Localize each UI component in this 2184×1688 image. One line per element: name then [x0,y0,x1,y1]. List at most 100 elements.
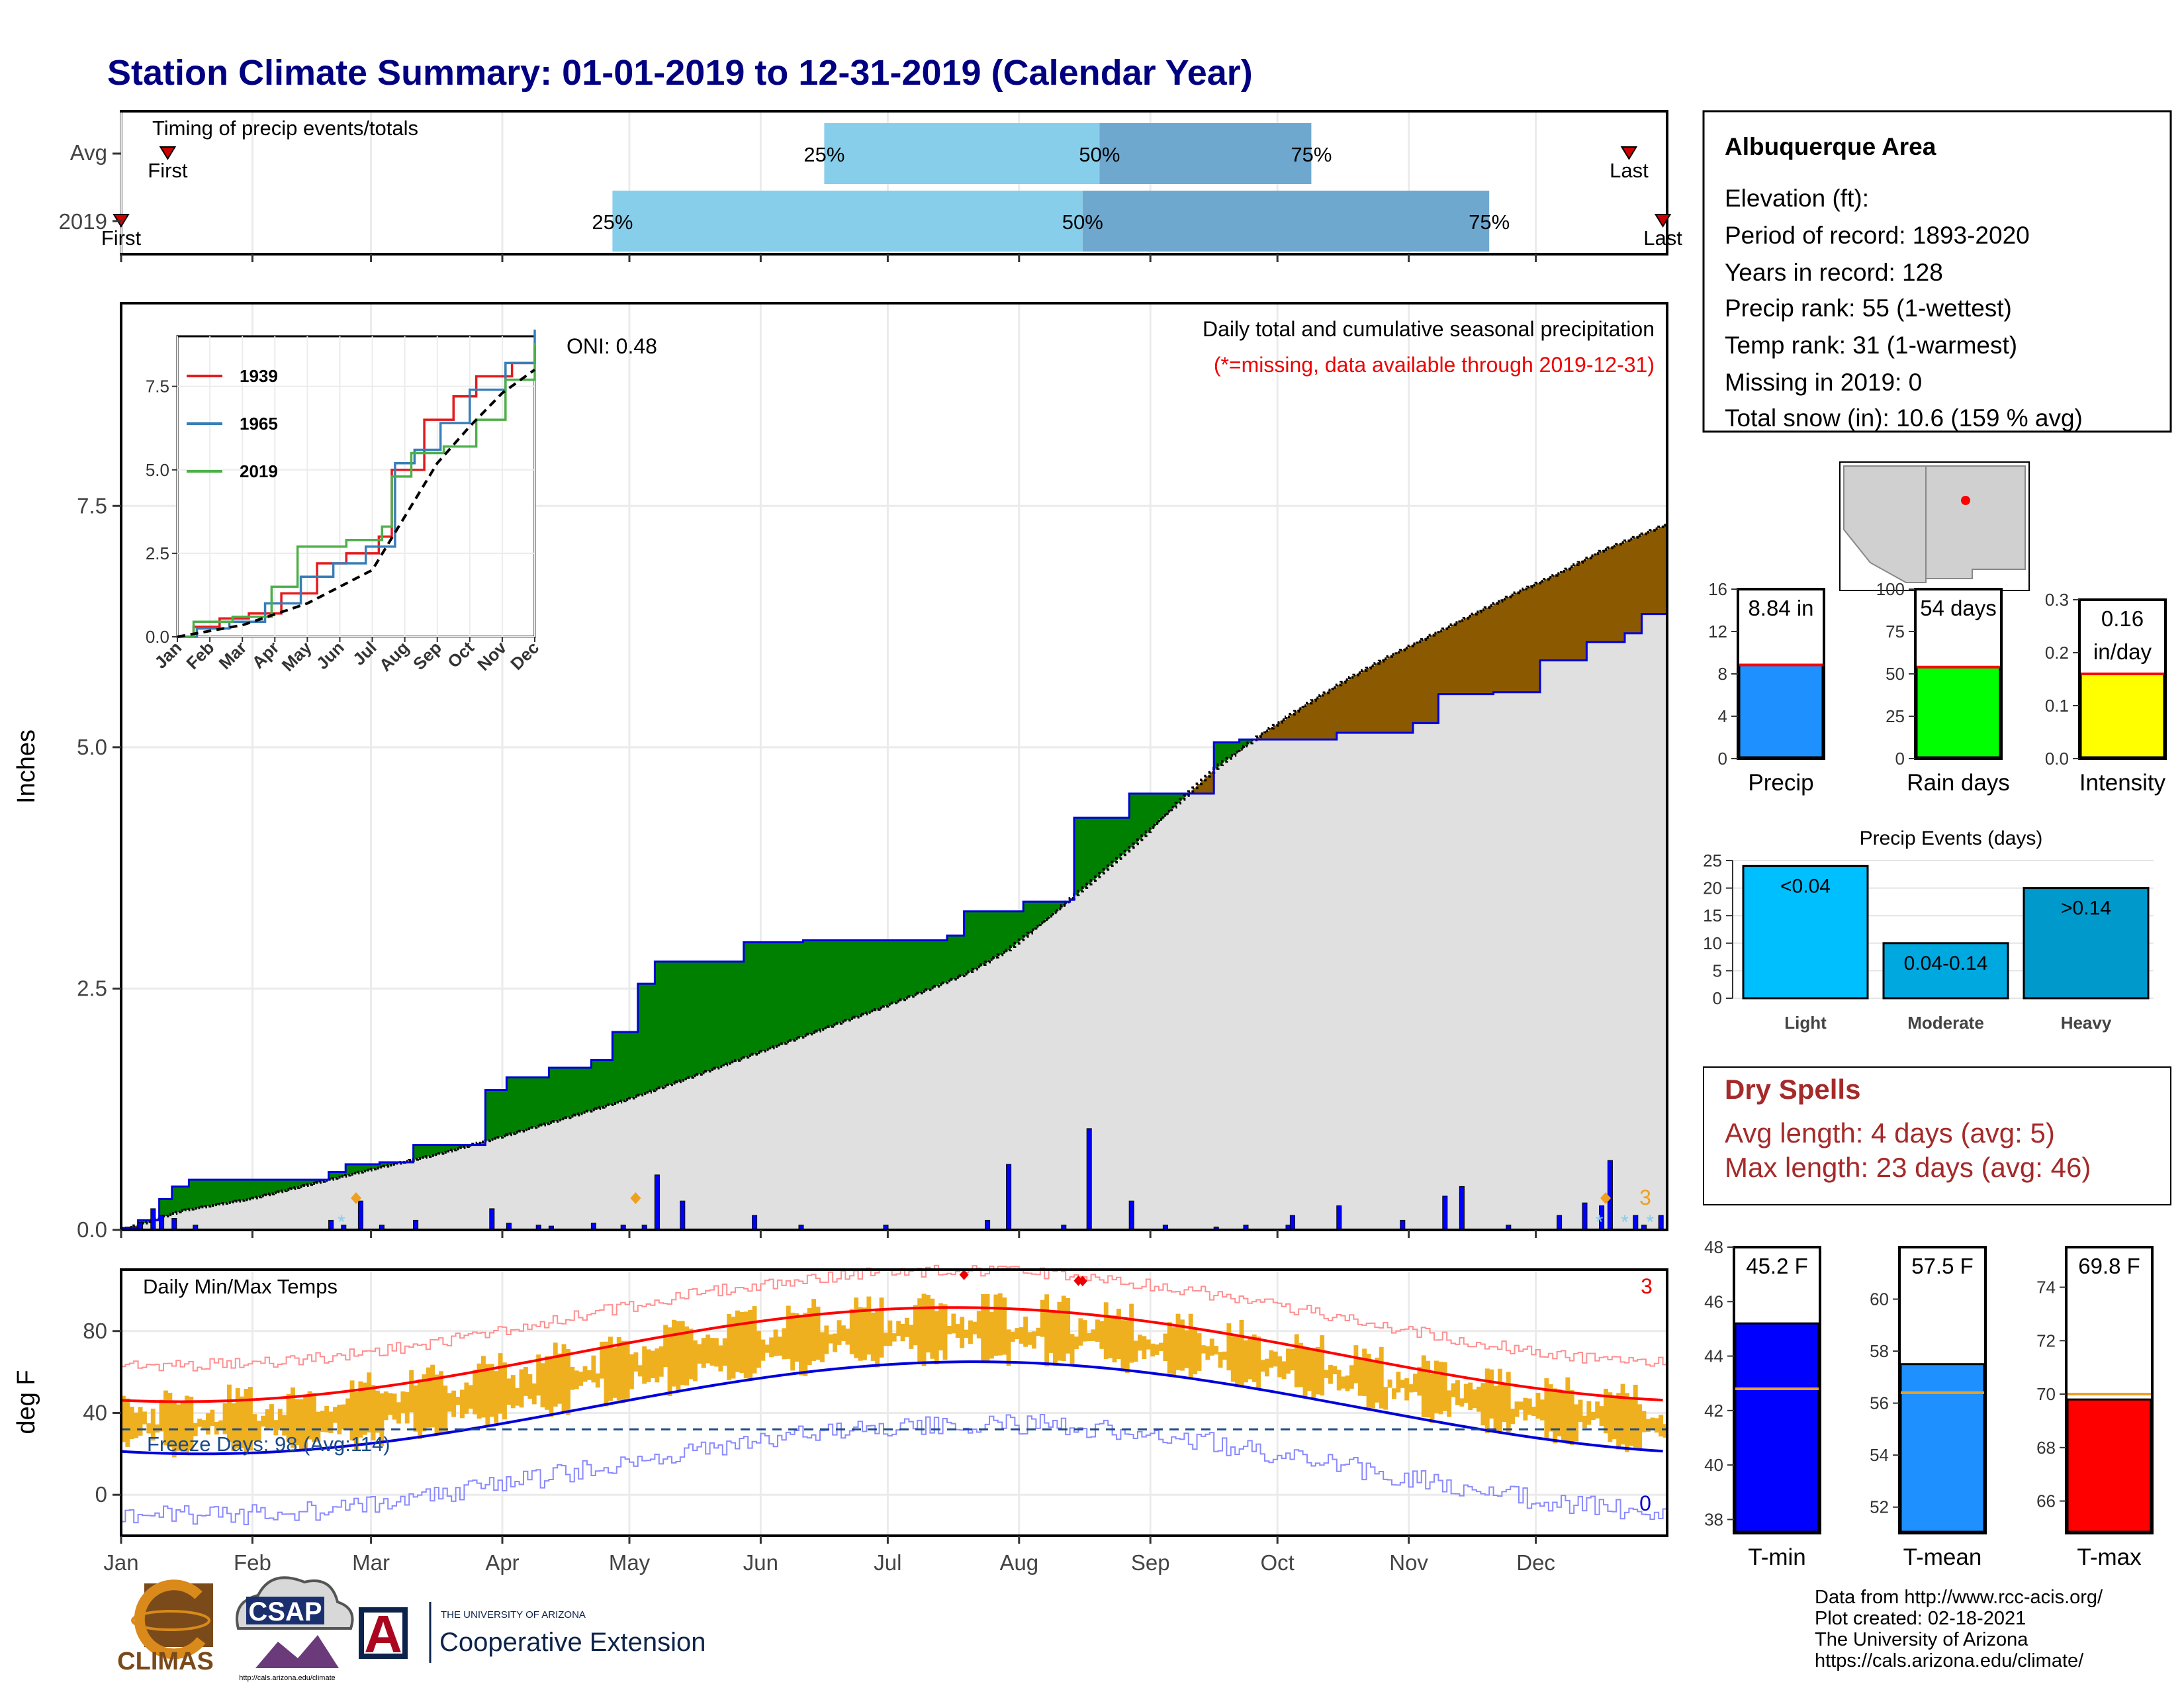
daily-temp-range [1477,1386,1481,1412]
above-average-fill [1019,911,1024,940]
above-average-fill [443,1145,448,1152]
below-average-fill [1396,652,1401,733]
daily-temp-range [659,1346,664,1377]
daily-temp-range [269,1404,274,1428]
daily-temp-range [1336,1370,1342,1391]
daily-temp-range [676,1321,681,1393]
daily-temp-range [1027,1332,1032,1345]
daily-temp-range [693,1340,698,1382]
credit-line: Plot created: 02-18-2021 [1815,1608,2026,1629]
below-average-fill [1269,727,1274,740]
above-average-fill [362,1164,367,1172]
below-average-fill [1548,577,1553,661]
above-average-fill [201,1180,206,1207]
daily-temp-range [790,1312,796,1371]
daily-temp-range [324,1405,330,1432]
daily-temp-range [1120,1320,1126,1372]
below-average-fill [1519,590,1524,692]
above-average-fill [570,1068,575,1117]
daily-temp-range [1180,1319,1185,1371]
panel-y-tick-label: 74 [2036,1278,2056,1297]
daily-precip-bar [159,1215,165,1231]
above-average-fill [799,942,803,1037]
month-label: Oct [1261,1550,1295,1575]
daily-temp-range [1209,1338,1214,1356]
daily-temp-range [1413,1374,1418,1392]
daily-temp-range [235,1388,240,1449]
above-average-fill [794,942,799,1039]
above-average-fill [328,1172,334,1180]
above-average-fill [985,911,990,962]
daily-temp-range [1328,1364,1333,1384]
temperature-average-panels: 38 40 42 44 46 48 45.2 F T-min 52 54 56 58 60 57.5 F T… [1704,1237,2154,1570]
above-average-fill [341,1172,346,1176]
daily-temp-range [1298,1342,1304,1387]
events-y-tick-label: 15 [1703,906,1722,925]
above-average-fill [1057,902,1062,910]
above-average-fill [1061,902,1066,906]
daily-temp-range [587,1370,592,1380]
missing-day-marker: * [1596,1211,1604,1233]
events-category-label: Heavy [2061,1013,2112,1033]
daily-temp-range [515,1387,520,1406]
daily-temp-range [1230,1336,1236,1382]
daily-precip-bar [1658,1215,1664,1231]
daily-temp-range [1362,1348,1367,1396]
station-line: Period of record: 1893-2020 [1725,222,2030,249]
above-average-fill [142,1220,147,1223]
daily-temp-range [261,1415,266,1427]
panel-y-tick-label: 16 [1708,579,1727,599]
daily-temp-range [121,1395,126,1442]
below-average-fill [1290,714,1295,740]
above-average-fill [1163,793,1168,816]
daily-temp-range [815,1306,821,1360]
above-average-fill [519,1077,524,1131]
daily-temp-range [163,1390,168,1446]
above-average-fill [849,940,854,1019]
above-average-fill [515,1077,520,1133]
below-average-fill [1193,788,1198,794]
above-average-fill [1015,911,1020,943]
below-average-fill [1633,537,1638,633]
daily-temp-range [1459,1398,1465,1407]
daily-temp-range [1616,1393,1621,1450]
precip-y-tick-label: 0.0 [77,1217,107,1242]
daily-temp-range [722,1338,727,1366]
temp-y-axis-label: deg F [13,1370,40,1434]
university-of-arizona-logo: A THE UNIVERSITY OF ARIZONA Cooperative … [359,1602,705,1664]
daily-temp-range [549,1358,554,1417]
above-average-fill [536,1077,541,1127]
above-average-fill [413,1145,418,1160]
record-high-line [121,1264,1667,1372]
daily-temp-range [637,1365,643,1377]
above-average-fill [434,1145,439,1155]
above-average-fill [197,1180,203,1208]
below-average-fill [1256,737,1261,740]
above-average-fill [651,984,655,1091]
above-average-fill [921,940,927,992]
below-average-fill [1557,573,1562,661]
daily-temp-range [1281,1361,1287,1380]
daily-temp-range [629,1354,634,1389]
daily-temp-range [1371,1361,1375,1409]
daily-temp-range [1124,1320,1130,1373]
daily-temp-range [244,1389,249,1454]
average-max-temp-line [120,1306,1663,1403]
daily-temp-range [773,1329,778,1356]
above-average-fill [803,940,808,1036]
daily-temp-range [561,1344,567,1413]
above-average-fill [1175,793,1181,804]
below-average-fill [1595,553,1600,642]
daily-temp-range [672,1319,676,1387]
daily-temp-range [1154,1344,1160,1355]
above-average-fill [735,961,740,1060]
panel-y-tick-label: 52 [1870,1497,1889,1517]
timing-first-marker [159,146,177,160]
csap-logo-text: CSAP [248,1597,322,1626]
below-average-fill [1413,643,1418,724]
daily-temp-range [1637,1404,1643,1450]
daily-temp-range [616,1336,621,1401]
daily-temp-range [1366,1354,1371,1411]
above-average-fill [938,940,944,985]
daily-temp-range [1248,1336,1253,1380]
